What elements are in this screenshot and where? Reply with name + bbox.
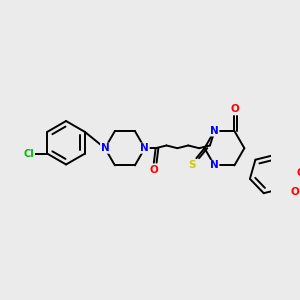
- Text: Cl: Cl: [24, 148, 34, 159]
- Text: N: N: [100, 143, 109, 153]
- Text: N: N: [210, 160, 219, 170]
- Text: O: O: [296, 168, 300, 178]
- Text: N: N: [210, 126, 219, 136]
- Text: O: O: [291, 187, 300, 197]
- Text: N: N: [140, 143, 149, 153]
- Text: O: O: [149, 165, 158, 175]
- Text: S: S: [188, 160, 196, 170]
- Text: O: O: [231, 104, 240, 114]
